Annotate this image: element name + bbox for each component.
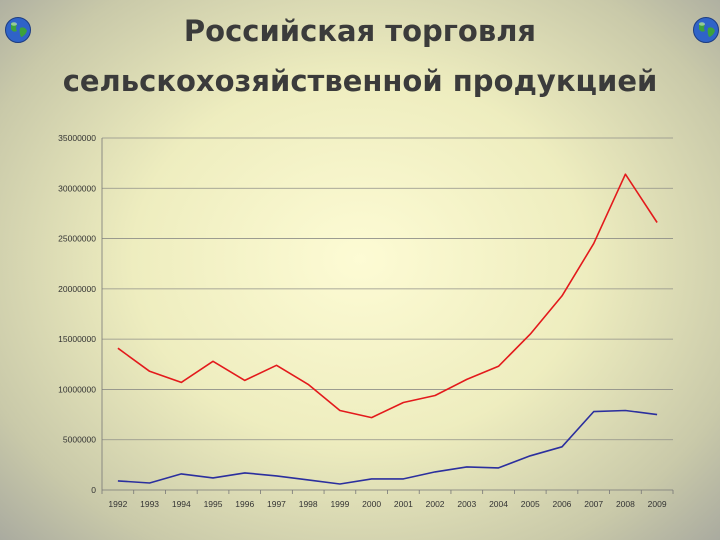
x-tick-label: 1998 [299,499,318,509]
series-blue-line [117,409,658,485]
y-tick-label: 10000000 [58,384,96,394]
y-tick-label: 25000000 [58,234,96,244]
title-line-2: сельскохозяйственной продукцией [62,64,658,98]
globe-icon [693,17,719,43]
x-tick-label: 1996 [235,499,254,509]
y-tick-label: 30000000 [58,183,96,193]
x-tick-label: 2000 [362,499,381,509]
page-title: Российская торговля сельскохозяйственной… [40,6,680,106]
y-tick-label: 0 [91,485,96,495]
x-tick-label: 2003 [457,499,476,509]
x-tick-label: 2002 [426,499,445,509]
x-tick-label: 1992 [108,499,127,509]
x-tick-label: 2006 [553,499,572,509]
series-red-line [117,173,658,419]
y-tick-label: 15000000 [58,334,96,344]
y-tick-label: 5000000 [63,435,96,445]
title-line-1: Российская торговля [183,14,537,48]
x-tick-label: 1995 [204,499,223,509]
chart-series [117,173,658,485]
x-tick-label: 1993 [140,499,159,509]
tick-labels: 0 5000000 10000000 15000000 20000000 25000000… [58,133,667,509]
x-tick-label: 2008 [616,499,635,509]
x-tick-label: 2005 [521,499,540,509]
x-tick-label: 1994 [172,499,191,509]
grid-lines [102,137,673,441]
x-tick-label: 2001 [394,499,413,509]
y-tick-label: 20000000 [58,284,96,294]
x-tick-label: 2009 [648,499,667,509]
globe-icon [5,17,31,43]
x-tick-label: 1999 [330,499,349,509]
chart-axes [101,138,674,494]
x-tick-label: 1997 [267,499,286,509]
x-tick-label: 2007 [584,499,603,509]
x-tick-label: 2004 [489,499,508,509]
y-tick-label: 35000000 [58,133,96,143]
